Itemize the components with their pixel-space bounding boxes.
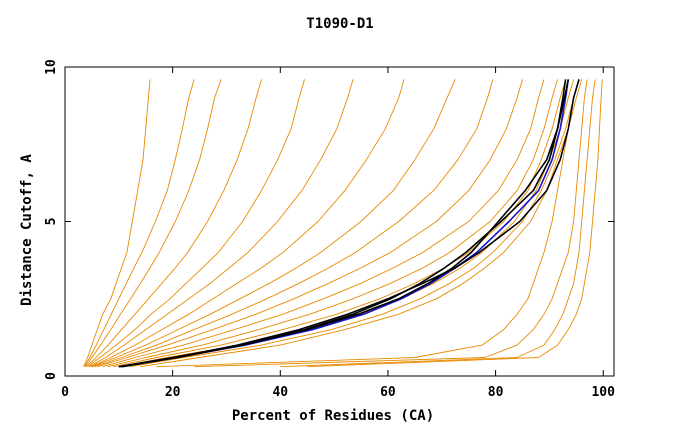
series-line-14 (118, 79, 575, 368)
x-tick-label-20: 20 (165, 385, 181, 400)
series-line-16 (140, 79, 583, 368)
series-line-20 (307, 79, 603, 368)
axis-ticks: 0 20 40 60 80 100 0 5 10 (44, 59, 615, 400)
series-line-5 (87, 79, 305, 368)
y-tick-label-0: 0 (44, 372, 59, 380)
x-tick-label-40: 40 (272, 385, 288, 400)
x-tick-label-80: 80 (488, 385, 504, 400)
y-tick-label-10: 10 (44, 59, 59, 75)
series-line-2 (84, 79, 195, 367)
highlight-line-1 (118, 79, 570, 368)
series-line-8 (91, 79, 456, 368)
series-line-4 (86, 79, 262, 368)
chart-title: T1090-D1 (306, 16, 373, 32)
series-line-10 (97, 79, 523, 368)
series-line-15 (129, 79, 580, 368)
series-line-11 (102, 79, 545, 368)
x-tick-label-0: 0 (61, 385, 69, 400)
x-tick-label-60: 60 (380, 385, 396, 400)
series-line-6 (88, 79, 354, 368)
series-line-12 (107, 79, 558, 368)
y-axis-title: Distance Cutoff, A (19, 154, 35, 306)
highlight-line-4 (121, 79, 580, 368)
series-line-19 (280, 79, 596, 368)
x-tick-label-100: 100 (591, 385, 615, 400)
x-axis-title: Percent of Residues (CA) (232, 408, 434, 424)
plot-area (83, 79, 603, 368)
series-line-17 (156, 79, 580, 368)
series-line-7 (90, 79, 405, 368)
y-tick-label-5: 5 (44, 218, 59, 226)
series-line-3 (85, 79, 222, 367)
highlight-line-2 (118, 79, 567, 368)
series-line-1 (83, 79, 151, 367)
series-line-18 (194, 79, 588, 368)
series-line-9 (94, 79, 494, 368)
highlight-line-3 (121, 79, 570, 368)
